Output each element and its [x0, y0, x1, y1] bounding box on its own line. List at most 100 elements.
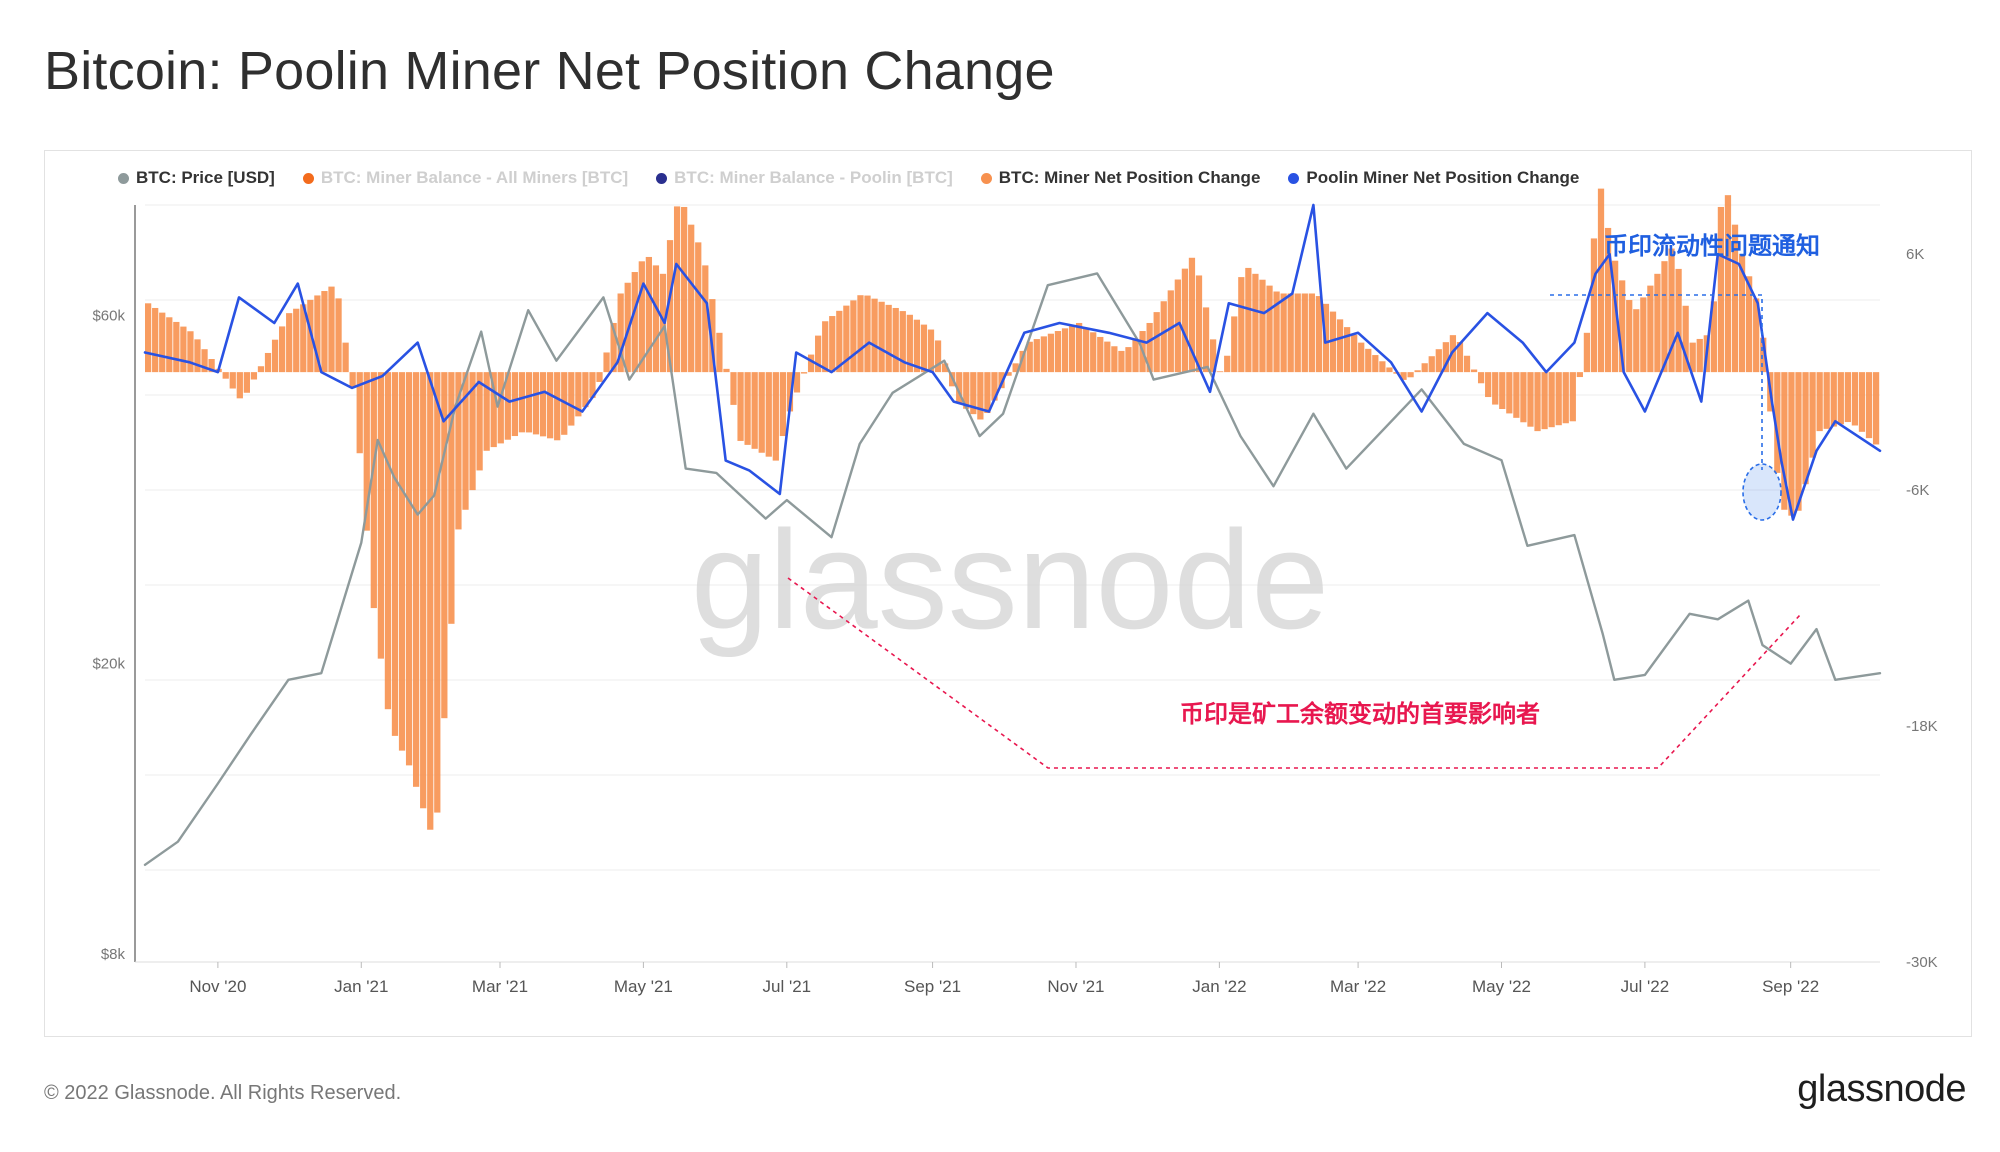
annotation-liquidity-leader [1550, 294, 1763, 470]
net-position-bar [307, 299, 314, 373]
net-position-bar [1343, 327, 1351, 373]
x-tick-label: Jul '21 [763, 977, 812, 996]
net-position-bar [476, 372, 483, 471]
glassnode-logo[interactable]: glassnode [1797, 1068, 1966, 1110]
legend-dot-poolin-net-position [1288, 172, 1300, 184]
legend-dot-all-miners-balance [302, 172, 314, 184]
net-position-bar [850, 300, 857, 373]
net-position-bar [1075, 322, 1083, 373]
x-tick-label: Jan '22 [1192, 977, 1246, 996]
y-right-tick-label: -6K [1906, 482, 1929, 499]
net-position-bar [666, 240, 674, 373]
net-position-bar [532, 372, 540, 435]
net-position-bar [1287, 293, 1294, 373]
legend-item-all-miners-balance[interactable]: BTC: Miner Balance - All Miners [BTC] [302, 168, 628, 188]
net-position-bar [1745, 276, 1753, 373]
net-position-bar [1851, 372, 1859, 426]
net-position-bar [1626, 300, 1633, 373]
net-position-bar [1188, 257, 1196, 373]
net-position-bar [681, 206, 688, 373]
net-position-bar [1738, 254, 1746, 373]
net-position-bar [1195, 275, 1203, 373]
net-position-bar [885, 304, 892, 373]
net-position-bar [1372, 355, 1379, 373]
net-position-bar [1837, 372, 1844, 425]
net-position-bar [1774, 372, 1781, 473]
net-position-bar [1005, 372, 1012, 376]
net-position-bar [286, 313, 293, 373]
net-position-bar [1090, 332, 1097, 373]
net-position-bar [166, 317, 173, 373]
net-position-bar [1724, 195, 1732, 373]
net-position-bar [688, 224, 695, 373]
net-position-bar [1534, 372, 1541, 432]
net-position-bar [243, 372, 250, 393]
net-position-bar [1132, 339, 1139, 373]
net-position-bar [758, 372, 765, 453]
net-position-bar [1463, 355, 1471, 373]
net-position-bar [1865, 372, 1873, 439]
net-position-bar [1167, 290, 1174, 373]
net-position-bar [1400, 372, 1407, 380]
miner-net-position-bars [145, 188, 1880, 830]
x-tick-label: Nov '21 [1047, 977, 1104, 996]
legend-item-poolin-net-position[interactable]: Poolin Miner Net Position Change [1288, 168, 1579, 188]
net-position-bar [1823, 372, 1830, 429]
net-position-bar [1026, 341, 1033, 373]
net-position-bar [1597, 188, 1605, 373]
x-tick-label: Mar '21 [472, 977, 528, 996]
net-position-bar [744, 372, 751, 445]
net-position-bar [730, 372, 737, 405]
net-position-bar [370, 372, 377, 609]
net-position-bar [645, 256, 653, 373]
net-position-bar [723, 368, 730, 373]
net-position-bar [511, 372, 519, 437]
net-position-bar [1492, 372, 1499, 405]
net-position-bar [673, 206, 681, 373]
net-position-bar [398, 372, 406, 751]
net-position-bar [279, 326, 286, 373]
price-line-layer [143, 272, 1882, 866]
net-position-bar [222, 372, 229, 379]
net-position-bar [342, 342, 349, 373]
net-position-bar [800, 372, 808, 374]
net-position-bar [1209, 339, 1217, 373]
net-position-bar [1661, 261, 1668, 373]
y-left-tick-label: $8k [101, 946, 126, 963]
net-position-bar [568, 372, 575, 426]
x-tick-label: Sep '22 [1762, 977, 1819, 996]
net-position-bar [391, 372, 399, 736]
net-position-bar [525, 372, 533, 433]
net-position-bar [617, 293, 624, 373]
net-position-bar [984, 372, 991, 414]
net-position-bar [1435, 349, 1442, 373]
y-right-tick-label: -30K [1906, 954, 1938, 971]
net-position-bar [709, 299, 716, 373]
net-position-bar [793, 372, 801, 393]
net-position-bar [977, 372, 984, 420]
net-position-bar [737, 372, 744, 441]
net-position-bar [1675, 268, 1682, 373]
net-position-bar [547, 372, 554, 439]
net-position-bar [899, 311, 906, 373]
net-position-bar [1844, 372, 1851, 423]
net-position-bar [716, 332, 723, 373]
net-position-bar [427, 372, 434, 830]
net-position-bar [1654, 273, 1661, 373]
net-position-bar [1569, 372, 1576, 422]
net-position-bar [970, 372, 977, 415]
legend-item-poolin-balance[interactable]: BTC: Miner Balance - Poolin [BTC] [656, 168, 953, 188]
net-position-bar [1506, 372, 1513, 414]
net-position-bar [1485, 372, 1492, 398]
annotation-liquidity-circle [1742, 463, 1782, 521]
copyright-text: © 2022 Glassnode. All Rights Reserved. [44, 1082, 402, 1104]
net-position-bar [1809, 372, 1816, 458]
legend-item-miner-net-position[interactable]: BTC: Miner Net Position Change [980, 168, 1260, 188]
net-position-bar [1224, 355, 1231, 373]
legend-label-poolin-balance: BTC: Miner Balance - Poolin [BTC] [674, 168, 953, 187]
net-position-bar [765, 372, 772, 457]
net-position-bar [1097, 336, 1104, 373]
net-position-bar [1442, 342, 1449, 373]
legend-item-price[interactable]: BTC: Price [USD] [118, 168, 275, 188]
legend-dot-price [118, 172, 129, 184]
